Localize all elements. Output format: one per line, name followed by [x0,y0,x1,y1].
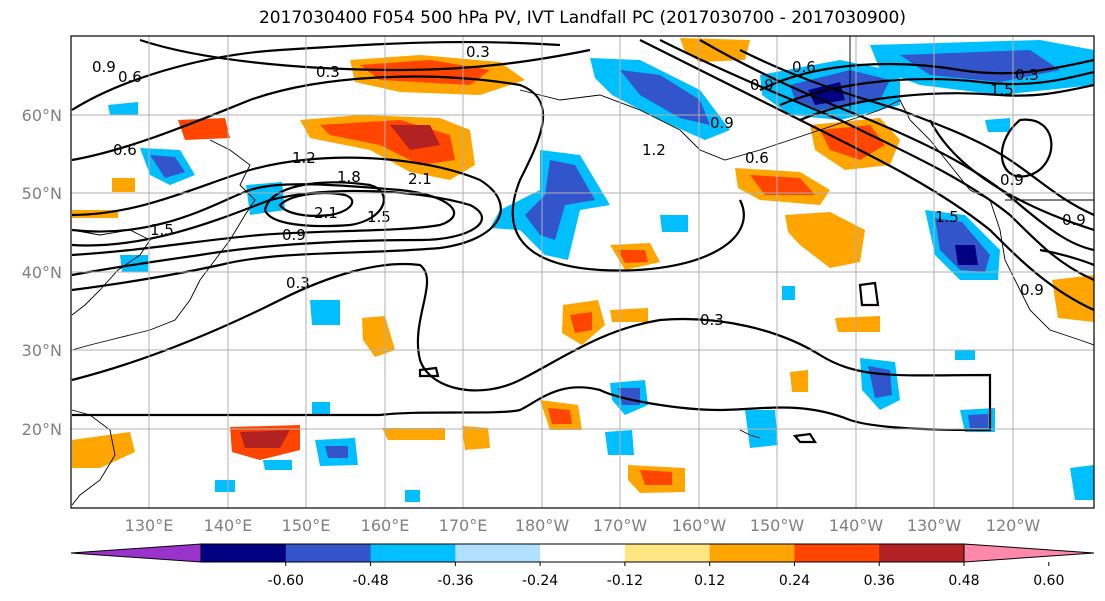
lon-label: 140°W [829,516,884,535]
colorbar-swatch [709,544,795,562]
contour-label: 0.9 [282,226,306,244]
contour-label: 1.5 [150,221,174,239]
contour-label: 0.3 [700,311,724,329]
lon-label: 170°W [593,516,648,535]
lat-label: 20°N [22,420,62,439]
colorbar-tick-label: -0.12 [607,573,643,589]
colorbar-tick-label: -0.36 [437,573,473,589]
contour-label: 2.1 [408,170,432,188]
contour-label: 0.9 [710,114,734,132]
contour-label: 1.2 [642,141,666,159]
contour-label: 1.5 [990,81,1014,99]
lat-labels: 20°N 30°N 40°N 50°N 60°N [22,106,62,439]
colorbar-tick-label: 0.36 [864,573,895,589]
contour-label: 1.5 [935,208,959,226]
lon-label: 180°W [515,516,570,535]
colorbar-swatch [455,544,541,562]
colorbar-extend-low [70,543,202,563]
lon-label: 160°E [361,516,410,535]
colorbar-swatch [370,544,456,562]
contour-labels: 0.9 0.6 0.3 0.3 0.6 1.2 1.8 2.1 2.1 1.5 … [92,43,1086,329]
contour-label: 0.9 [1000,171,1024,189]
contour-label: 2.1 [314,204,338,222]
contour-label: 1.2 [292,149,316,167]
contour-label: 0.6 [745,149,769,167]
contour-label: 0.6 [792,58,816,76]
lon-label: 130°E [125,516,174,535]
lat-label: 50°N [22,184,62,203]
lat-label: 60°N [22,106,62,125]
lon-label: 130°W [907,516,962,535]
colorbar-outline [200,543,965,563]
colorbar-tick-label: -0.48 [352,573,388,589]
lon-label: 150°W [750,516,805,535]
lon-label: 160°W [672,516,727,535]
pv-contours [71,38,1094,444]
colorbar: -0.60 -0.48 -0.36 -0.24 -0.12 0.12 0.24 0.36 0.4… [70,543,1095,589]
contour-label: 0.3 [316,63,340,81]
colorbar-swatch [540,544,626,562]
gridlines [71,36,1094,508]
contour-label: 0.9 [1062,211,1086,229]
contour-label: 1.5 [367,208,391,226]
contour-label: 0.9 [1020,281,1044,299]
contour-label: 0.3 [466,43,490,61]
lon-label: 140°E [204,516,253,535]
colorbar-tick-label: -0.60 [268,573,304,589]
lat-label: 30°N [22,341,62,360]
colorbar-swatch [201,544,287,562]
contour-label: 0.6 [113,141,137,159]
contour-label: 1.8 [337,168,361,186]
lat-label: 40°N [22,263,62,282]
colorbar-swatch [624,544,711,562]
map-title: 2017030400 F054 500 hPa PV, IVT Landfall… [258,8,906,28]
contour-label: 0.6 [118,68,142,86]
lon-labels: 130°E 140°E 150°E 160°E 170°E 180°W 170°… [125,516,1041,535]
colorbar-tick-label: 0.60 [1033,573,1064,589]
colorbar-tick-label: 0.48 [948,573,979,589]
contour-label: 0.9 [92,58,116,76]
colorbar-extend-high [963,543,1095,563]
plot-frame [70,35,1095,509]
colorbar-swatch [285,544,372,562]
lon-label: 150°E [282,516,331,535]
contour-label: 0.9 [750,76,774,94]
lon-label: 120°W [986,516,1041,535]
contour-label: 0.3 [286,274,310,292]
coastlines [71,36,1094,506]
colorbar-tick-label: -0.24 [522,573,558,589]
colorbar-tick-label: 0.24 [779,573,810,589]
colorbar-swatch [794,544,880,562]
colorbar-tick-label: 0.12 [694,573,725,589]
colorbar-swatch [879,544,965,562]
lon-label: 170°E [439,516,488,535]
contour-label: 0.3 [1015,66,1039,84]
